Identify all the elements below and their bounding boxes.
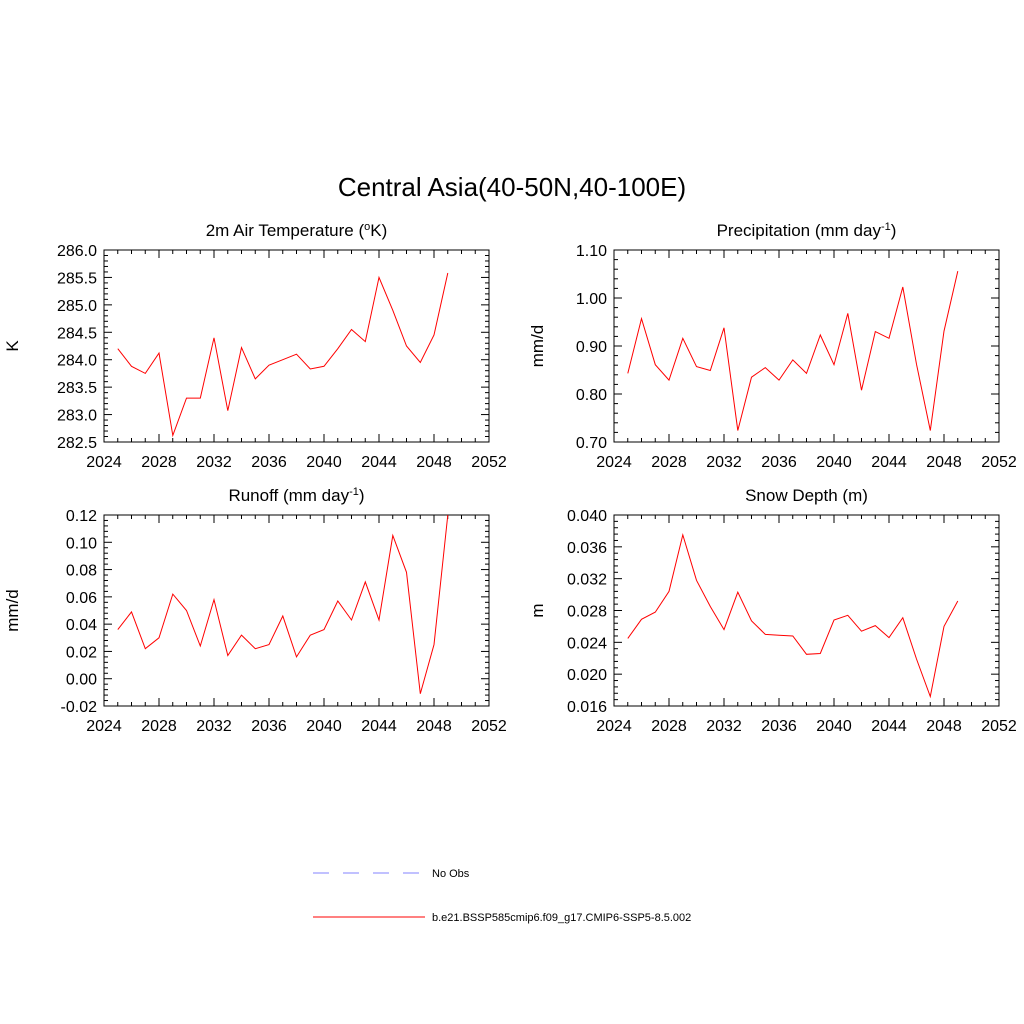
x-tick-label: 2024 xyxy=(596,718,632,735)
chart-panel-snow-depth: 2024 2028 2032 2036 2040 2044 2048 2052 0.016 0.0… xyxy=(528,486,1017,735)
y-tick-label: 283.0 xyxy=(57,408,97,425)
x-tick-label: 2024 xyxy=(86,718,122,735)
y-axis-label: mm/d xyxy=(3,589,22,632)
y-tick-label: 284.5 xyxy=(57,325,97,342)
x-tick-label: 2040 xyxy=(306,718,342,735)
plot-frame xyxy=(103,514,490,707)
y-tick-label: 0.80 xyxy=(576,387,607,404)
x-tick-label: 2044 xyxy=(871,454,907,471)
series-line-precipitation xyxy=(627,270,959,431)
x-tick-label: 2024 xyxy=(86,454,122,471)
y-tick-label: 0.90 xyxy=(576,339,607,356)
y-tick-label: 0.036 xyxy=(567,540,607,557)
x-tick-label: 2036 xyxy=(251,454,287,471)
x-tick-label: 2048 xyxy=(926,718,962,735)
chart-panel-precipitation: 2024 2028 2032 2036 2040 2044 2048 2052 0.70 0.80… xyxy=(528,221,1017,471)
y-tick-label: 0.10 xyxy=(66,535,97,552)
y-tick-label: 0.70 xyxy=(576,435,607,452)
x-tick-label: 2036 xyxy=(761,718,797,735)
x-tick-label: 2052 xyxy=(471,454,507,471)
x-tick-label: 2036 xyxy=(761,454,797,471)
x-tick-label: 2036 xyxy=(251,718,287,735)
x-tick-label: 2052 xyxy=(981,718,1017,735)
x-tick-label: 2028 xyxy=(651,454,687,471)
plot-frame xyxy=(103,249,490,443)
y-axis-label: mm/d xyxy=(528,325,547,368)
y-tick-label: -0.02 xyxy=(61,699,98,716)
legend-label-no-obs: No Obs xyxy=(432,868,470,880)
series-line-temperature xyxy=(117,272,449,438)
x-tick-label: 2032 xyxy=(196,454,232,471)
x-tick-label: 2048 xyxy=(926,454,962,471)
x-tick-label: 2048 xyxy=(416,454,452,471)
x-tick-label: 2032 xyxy=(706,718,742,735)
x-tick-label: 2040 xyxy=(816,718,852,735)
plot-frame xyxy=(613,514,1000,707)
series-line-snow-depth xyxy=(627,533,959,699)
x-tick-label: 2052 xyxy=(471,718,507,735)
x-tick-label: 2048 xyxy=(416,718,452,735)
x-tick-label: 2032 xyxy=(196,718,232,735)
legend: No Obs b.e21.BSSP585cmip6.f09_g17.CMIP6-… xyxy=(313,868,691,924)
plot-frame xyxy=(613,249,1000,443)
x-tick-label: 2024 xyxy=(596,454,632,471)
x-tick-label: 2032 xyxy=(706,454,742,471)
y-tick-label: 0.02 xyxy=(66,644,97,661)
panel-title: Snow Depth (m) xyxy=(745,486,868,505)
y-tick-label: 286.0 xyxy=(57,243,97,260)
chart-panel-runoff: 2024 2028 2032 2036 2040 2044 2048 2052 -0.02 0.0… xyxy=(3,486,507,735)
y-tick-label: 1.10 xyxy=(576,243,607,260)
chart-panel-temperature: 2024 2028 2032 2036 2040 2044 2048 2052 282.5 283… xyxy=(3,221,507,471)
panel-title: Precipitation (mm day-1) xyxy=(717,221,897,240)
y-tick-label: 282.5 xyxy=(57,435,97,452)
y-tick-label: 0.016 xyxy=(567,699,607,716)
y-tick-label: 0.028 xyxy=(567,604,607,621)
series-line-runoff xyxy=(117,514,449,694)
x-tick-label: 2040 xyxy=(306,454,342,471)
y-tick-label: 283.5 xyxy=(57,380,97,397)
panel-title: Runoff (mm day-1) xyxy=(228,486,364,505)
y-tick-label: 1.00 xyxy=(576,291,607,308)
y-tick-label: 0.020 xyxy=(567,667,607,684)
y-tick-label: 0.024 xyxy=(567,635,607,652)
y-tick-label: 285.0 xyxy=(57,298,97,315)
x-tick-label: 2040 xyxy=(816,454,852,471)
y-tick-label: 0.04 xyxy=(66,617,97,634)
y-tick-label: 0.00 xyxy=(66,672,97,689)
x-tick-label: 2028 xyxy=(141,454,177,471)
x-tick-label: 2028 xyxy=(141,718,177,735)
figure-title: Central Asia(40-50N,40-100E) xyxy=(338,172,686,202)
x-tick-label: 2044 xyxy=(871,718,907,735)
y-tick-label: 0.08 xyxy=(66,563,97,580)
x-tick-label: 2044 xyxy=(361,454,397,471)
y-axis-label: K xyxy=(3,340,22,352)
y-tick-label: 285.5 xyxy=(57,270,97,287)
y-axis-label: m xyxy=(528,603,547,617)
y-tick-label: 0.032 xyxy=(567,572,607,589)
y-tick-label: 0.06 xyxy=(66,590,97,607)
x-tick-label: 2044 xyxy=(361,718,397,735)
x-tick-label: 2052 xyxy=(981,454,1017,471)
y-tick-label: 0.040 xyxy=(567,508,607,525)
legend-label-model: b.e21.BSSP585cmip6.f09_g17.CMIP6-SSP5-8.… xyxy=(432,912,691,924)
panel-title: 2m Air Temperature (oK) xyxy=(206,221,388,240)
chart-panels: 2024 2028 2032 2036 2040 2044 2048 2052 282.5 283… xyxy=(3,221,1017,735)
x-tick-label: 2028 xyxy=(651,718,687,735)
y-tick-label: 0.12 xyxy=(66,508,97,525)
y-tick-label: 284.0 xyxy=(57,353,97,370)
